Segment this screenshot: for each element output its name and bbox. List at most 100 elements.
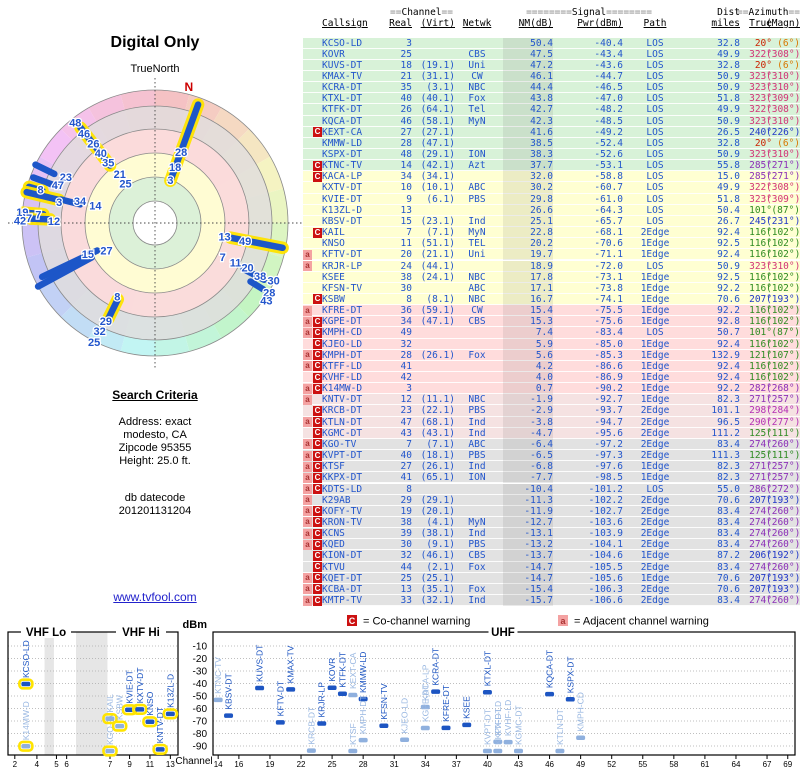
table-cell: 55.0	[717, 483, 740, 495]
table-cell: 83.4	[717, 516, 740, 528]
table-cell: 70.6	[717, 572, 740, 584]
tvfool-link[interactable]: www.tvfool.com	[113, 590, 197, 604]
station-label: KEXT-CA	[348, 652, 358, 689]
table-cell: (51.1)	[420, 238, 455, 250]
station-signal-bar	[255, 685, 265, 691]
table-cell: (40.1)	[420, 93, 455, 105]
table-cell: (6.1)	[426, 193, 455, 205]
station-signal-bar	[348, 748, 358, 754]
table-cell: 27	[400, 126, 412, 138]
azimuth-magnetic-cell: (231°)	[766, 215, 800, 227]
co-channel-warning-badge: C	[313, 550, 322, 561]
table-cell: 50.9	[717, 70, 740, 82]
db-datecode-label: db datecode	[124, 492, 186, 504]
azimuth-magnetic-cell: (310°)	[766, 149, 800, 160]
table-cell: 4.2	[503, 360, 553, 372]
table-cell: -102.2	[588, 494, 623, 506]
adjacent-channel-warning-badge: a	[303, 327, 312, 338]
radar-channel-label: 25	[119, 178, 131, 190]
table-cell: 12	[400, 394, 412, 406]
station-label: KKPX-DT	[493, 708, 503, 745]
table-cell: 2Edge	[640, 438, 670, 450]
spectrum-gap-band	[76, 632, 108, 755]
radar-spoke	[167, 101, 202, 184]
station-signal-bar	[21, 681, 31, 687]
azimuth-magnetic-cell: (193°)	[766, 293, 800, 305]
table-cell: 41	[400, 360, 412, 372]
station-label: KMPH-CD	[576, 692, 586, 732]
azimuth-true-cell: 116°	[749, 338, 772, 350]
table-row: C KRCB-DT 23 (22.1) PBS -2.9 -93.7 2Edge 101.1 29…	[303, 405, 800, 417]
table-cell: ION	[468, 149, 486, 160]
table-cell: LOS	[646, 327, 664, 339]
azimuth-magnetic-cell: (193°)	[766, 583, 800, 595]
table-cell: 2Edge	[640, 528, 670, 540]
azimuth-magnetic-cell: (309°)	[766, 193, 800, 205]
table-cell: 1Edge	[640, 293, 670, 305]
table-cell	[457, 171, 497, 182]
radar-channel-label: 8	[38, 185, 44, 197]
azimuth-magnetic-cell: (257°)	[766, 472, 800, 484]
table-cell: 92.5	[717, 271, 740, 283]
table-cell: 2Edge	[640, 595, 670, 606]
table-cell: -10.4	[503, 483, 553, 495]
callsign-cell: KMMW-LD	[322, 137, 363, 149]
table-cell: -53.1	[594, 160, 623, 172]
table-cell: LOS	[646, 37, 664, 49]
adjacent-channel-warning-badge: a	[303, 472, 312, 483]
bar-highlight	[131, 703, 148, 715]
column-header: Pwr(dBm)	[577, 18, 623, 29]
azimuth-true-cell: 323°	[749, 193, 772, 205]
table-cell: 43.8	[503, 93, 553, 105]
table-cell: (23.1)	[420, 215, 455, 227]
azimuth-magnetic-cell: (87°)	[771, 327, 800, 339]
callsign-cell: KGMC-DT	[322, 427, 363, 439]
table-cell: -98.5	[594, 472, 623, 484]
table-cell: 41	[400, 472, 412, 484]
table-cell: (3.1)	[426, 82, 455, 94]
callsign-cell: KXTV-DT	[322, 182, 363, 194]
table-cell: (42.1)	[420, 160, 455, 172]
co-channel-warning-badge: C	[313, 339, 322, 350]
y-axis-tick-label: -10	[193, 642, 208, 653]
radar-spoke	[227, 234, 286, 252]
table-cell	[457, 339, 497, 350]
table-cell: Tel	[468, 104, 486, 116]
vhf-channel-tick-label: 11	[146, 760, 155, 768]
uhf-channel-tick-label: 16	[234, 760, 243, 768]
table-cell: 87.2	[717, 550, 740, 562]
vhf-hi-title-bg	[116, 625, 166, 638]
station-label: KTXL-DT	[482, 651, 492, 686]
table-cell: (21.1)	[420, 249, 455, 261]
table-cell: 50.9	[717, 149, 740, 160]
table-cell: -106.3	[588, 583, 623, 595]
table-cell: Fox	[468, 583, 486, 595]
callsign-cell: KFTV-DT	[322, 249, 363, 261]
co-channel-warning-badge: C	[313, 361, 322, 372]
adjacent-channel-warning-badge: a	[303, 316, 312, 327]
column-header: (Virt)	[420, 18, 455, 29]
table-cell: 82.3	[717, 461, 740, 473]
table-cell: -13.7	[503, 550, 553, 562]
bar-highlight	[102, 713, 118, 725]
table-cell	[457, 361, 497, 372]
azimuth-true-cell: 207°	[749, 583, 772, 595]
table-row: C KSBW 8 (8.1) NBC 16.7 -74.1 1Edge 70.6 207° (193…	[303, 293, 800, 306]
azimuth-magnetic-cell: (308°)	[766, 182, 800, 194]
station-signal-bar	[482, 748, 492, 754]
station-label: K14MW-D	[21, 701, 31, 740]
vhf-channel-tick-label: 6	[64, 760, 69, 768]
table-cell: (26.1)	[420, 349, 455, 361]
station-label: KSEE	[462, 696, 472, 719]
table-cell: -105.5	[588, 561, 623, 573]
azimuth-magnetic-cell: (271°)	[766, 171, 800, 183]
station-label: KRJR-LP	[317, 682, 327, 718]
table-cell: 2Edge	[640, 416, 670, 428]
search-city: modesto, CA	[123, 429, 187, 441]
table-cell: 5.6	[503, 349, 553, 361]
callsign-cell: KEXT-CA	[322, 126, 363, 138]
azimuth-true-cell: 245°	[749, 215, 772, 227]
station-label: KCRA-DT	[431, 648, 441, 686]
table-cell: (27.1)	[420, 126, 455, 138]
radar-channel-label: 8	[114, 291, 120, 303]
